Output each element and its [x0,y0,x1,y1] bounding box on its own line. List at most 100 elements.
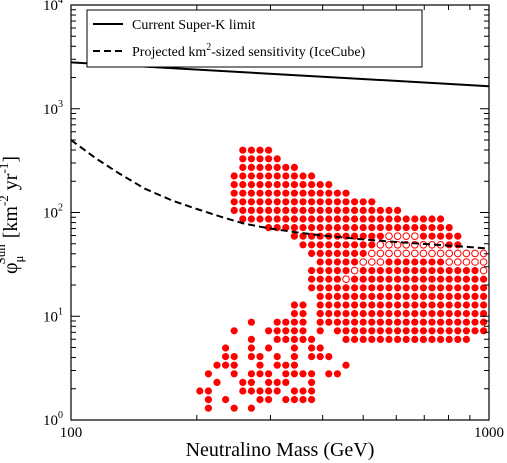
point-filled [256,396,264,404]
point-filled [308,284,316,292]
point-open [411,249,419,258]
point-filled [454,292,462,301]
point-filled [368,267,376,275]
point-filled [333,370,342,378]
point-filled [273,353,281,361]
point-filled [368,198,376,206]
point-filled [290,224,299,232]
point-filled [419,292,428,301]
point-filled [230,404,238,412]
point-filled [428,284,436,292]
point-filled [462,310,471,318]
point-filled [230,206,238,214]
point-filled [385,318,393,326]
point-filled [290,361,299,369]
point-filled [308,232,316,240]
point-filled [445,327,453,335]
point-filled [256,155,264,163]
x-axis-title: Neutralino Mass (GeV) [186,439,375,461]
point-filled [480,284,488,292]
point-filled [308,275,316,283]
point-filled [265,396,273,404]
point-open [402,232,411,240]
point-filled [239,181,247,189]
legend-label-icecube-sup: 2 [206,42,211,53]
point-filled [282,172,290,180]
point-filled [445,267,453,275]
point-filled [462,301,471,309]
point-filled [308,396,316,404]
point-filled [480,318,488,326]
point-filled [316,249,324,257]
point-filled [204,404,212,412]
point-filled [290,387,299,395]
point-filled [299,318,307,326]
point-filled [445,318,453,326]
point-filled [325,189,333,197]
y-tick-base: 10 [43,206,58,222]
point-filled [265,370,273,378]
point-filled [247,344,255,352]
point-filled [308,335,316,344]
point-filled [333,215,342,223]
point-filled [394,258,402,266]
point-filled [325,284,333,292]
point-filled [282,327,290,335]
y-tick-base: 10 [43,413,58,429]
point-filled [282,189,290,197]
point-filled [342,318,350,326]
point-open [428,249,436,258]
point-open [402,249,411,258]
point-filled [290,344,299,352]
point-filled [265,378,273,387]
y-tick-exponent: 0 [58,410,63,421]
point-filled [445,232,453,240]
y-title-unit2: yr [0,173,22,195]
point-filled [333,318,342,326]
point-filled [273,181,281,189]
point-filled [247,181,255,189]
point-filled [239,146,247,154]
point-open [445,258,454,266]
point-filled [299,172,307,180]
point-filled [445,310,453,318]
point-filled [394,267,402,275]
point-filled [342,292,350,301]
point-filled [394,284,402,292]
point-open [462,249,471,258]
point-filled [316,292,324,301]
point-filled [385,292,393,301]
point-filled [437,232,445,240]
point-filled [282,396,290,404]
point-filled [368,232,376,240]
y-tick-exponent: 2 [58,203,63,214]
point-filled [239,155,247,163]
point-open [350,266,359,275]
point-filled [454,284,462,292]
point-filled [471,301,479,309]
point-open [454,258,462,266]
point-filled [368,275,376,283]
point-filled [265,327,273,335]
y-axis-title: φμSun [km-2 yr-1] [0,156,26,274]
point-open [385,232,393,240]
point-filled [299,198,307,206]
point-filled [437,284,445,292]
point-filled [342,267,350,275]
point-filled [428,258,436,266]
y-tick-exponent: 4 [58,0,63,6]
point-filled [325,206,333,214]
point-filled [351,301,359,309]
point-filled [342,327,350,335]
icecube-sensitivity-line [70,139,490,250]
point-filled [239,378,247,387]
point-filled [247,353,255,361]
y-tick-label: 102 [43,203,63,222]
point-filled [265,163,273,171]
point-filled [462,284,471,292]
point-filled [359,318,367,326]
point-filled [368,292,376,301]
point-filled [290,370,299,378]
point-filled [394,215,402,223]
point-filled [325,249,333,257]
